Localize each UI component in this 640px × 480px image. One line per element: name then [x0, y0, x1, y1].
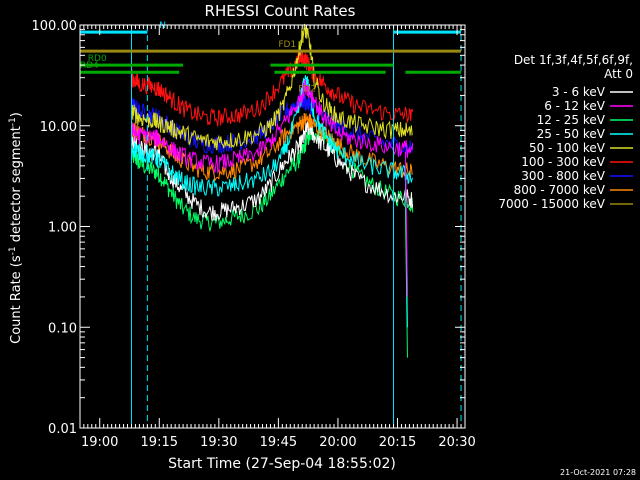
footer-date: 21-Oct-2021 07:28: [560, 468, 636, 477]
axes: 0.01 0.10 1.00 10.00 100.00 19:00 19:15 19:30 19…: [32, 19, 476, 450]
legend-entry-label: 50 - 100 keV: [529, 141, 606, 155]
state-bar-label-RD0: RD0: [88, 54, 107, 64]
series-line-50-100keV: [131, 23, 414, 151]
x-tick-label: 20:30: [438, 435, 475, 450]
state-bar-label-RD4: RD4: [80, 61, 99, 71]
state-bar-label-FD1: FD1: [278, 40, 296, 50]
x-axis-label: Start Time (27-Sep-04 18:55:02): [168, 456, 396, 472]
x-tick-label: 19:00: [81, 435, 118, 450]
chart-title: RHESSI Count Rates: [205, 2, 356, 20]
y-tick-label: 0.01: [48, 422, 77, 437]
state-bar-label-FD2: FD2: [298, 84, 316, 94]
y-tick-label: 0.10: [48, 321, 77, 336]
y-axis-label-main: Count Rate (s: [9, 255, 24, 344]
legend-entry-label: 300 - 800 keV: [521, 169, 605, 183]
legend-entry-label: 7000 - 15000 keV: [498, 197, 605, 211]
x-tick-label: 20:15: [379, 435, 416, 450]
legend-entry-label: 3 - 6 keV: [552, 85, 606, 99]
x-tick-label: 19:45: [260, 435, 297, 450]
x-tick-label: 20:00: [319, 435, 356, 450]
y-tick-label: 1.00: [48, 221, 77, 236]
legend-entry-label: 100 - 300 keV: [521, 155, 605, 169]
y-axis-label-close: ): [9, 112, 24, 117]
legend: Det 1f,3f,4f,5f,6f,9f, Att 0 3 - 6 keV6 …: [498, 53, 633, 211]
legend-entry-label: 800 - 7000 keV: [514, 183, 606, 197]
y-axis-label-sup-2: -1: [8, 117, 18, 126]
series-line-6-12keV: [131, 79, 414, 175]
series-line-100-300keV: [131, 49, 414, 127]
x-tick-label: 19:30: [200, 435, 237, 450]
y-tick-label: 100.00: [32, 19, 78, 34]
legend-header-detectors: Det 1f,3f,4f,5f,6f,9f,: [514, 53, 633, 67]
y-axis-label-sup: -1: [8, 246, 18, 255]
state-bar-label-N: N: [159, 21, 166, 31]
y-axis-label: Count Rate (s-1 detector segment-1): [8, 112, 24, 344]
y-axis-label-rest: detector segment: [9, 126, 24, 246]
series-line-25-50keV: [131, 75, 414, 197]
legend-entry-label: 25 - 50 keV: [537, 127, 606, 141]
series-line-12-25keV: [131, 127, 414, 232]
legend-entry-label: 6 - 12 keV: [544, 99, 606, 113]
y-tick-label: 10.00: [40, 120, 77, 135]
series-drop-6-12keV: [404, 151, 408, 297]
series-line-3-6keV: [131, 120, 414, 221]
legend-entry-label: 12 - 25 keV: [537, 113, 606, 127]
legend-header-attenuator: Att 0: [604, 67, 633, 81]
x-tick-label: 19:15: [141, 435, 178, 450]
